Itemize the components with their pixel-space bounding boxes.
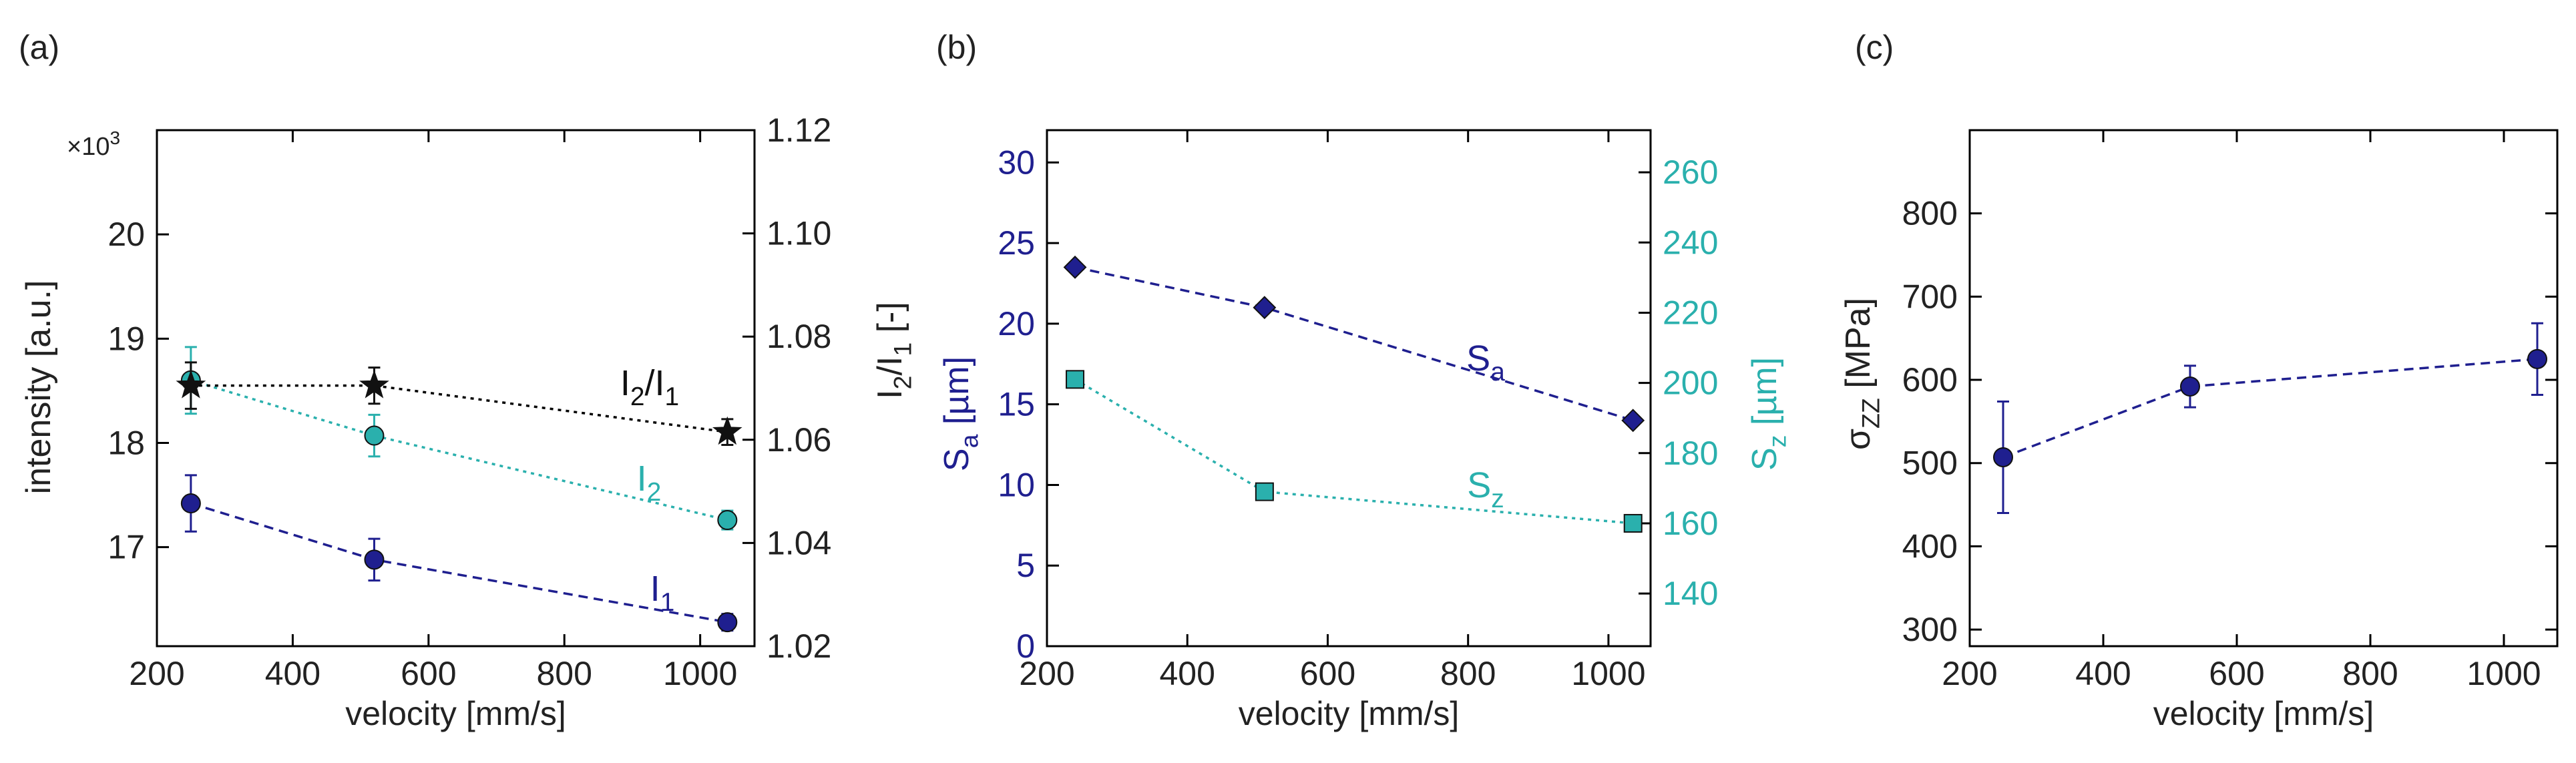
y-left-tick-label: 25 bbox=[998, 224, 1035, 262]
data-point bbox=[2527, 348, 2547, 369]
x-tick-label: 600 bbox=[401, 655, 456, 692]
y-left-tick-label: 19 bbox=[108, 320, 145, 357]
x-tick-label: 600 bbox=[2209, 655, 2264, 692]
panel-label: (b) bbox=[936, 29, 977, 66]
data-point bbox=[1063, 255, 1087, 279]
series-label: I2/I1 bbox=[620, 363, 679, 411]
x-axis-title: velocity [mm/s] bbox=[1239, 695, 1460, 732]
series-line bbox=[1074, 266, 1634, 422]
plot-frame bbox=[156, 129, 756, 648]
data-point bbox=[1253, 296, 1277, 320]
data-point bbox=[364, 425, 385, 446]
y-left-axis-title: σZZ [MPa] bbox=[1839, 298, 1885, 450]
y-right-axis-title: Sz [µm] bbox=[1745, 357, 1791, 471]
x-tick-label: 800 bbox=[537, 655, 592, 692]
series-line bbox=[190, 379, 728, 521]
data-point bbox=[717, 612, 738, 633]
x-tick-label: 200 bbox=[129, 655, 184, 692]
y-right-tick-label: 260 bbox=[1663, 154, 1718, 191]
y-left-tick-label: 800 bbox=[1902, 195, 1958, 232]
panel-c: (c) 200 400 600 800 1000 velocity [mm/s] 300 400… bbox=[1839, 29, 2559, 732]
data-point bbox=[364, 549, 385, 570]
y-multiplier-label: ×103 bbox=[67, 128, 120, 161]
data-point bbox=[1623, 513, 1643, 533]
series-3 bbox=[176, 361, 742, 447]
x-tick-label: 600 bbox=[1300, 655, 1355, 692]
series-label: I1 bbox=[650, 569, 675, 617]
x-tick-label: 400 bbox=[2075, 655, 2131, 692]
data-point bbox=[717, 510, 738, 531]
panel-label: (c) bbox=[1855, 29, 1894, 66]
y-right-tick-label: 220 bbox=[1663, 294, 1718, 331]
data-point bbox=[176, 370, 206, 399]
data-point bbox=[1621, 409, 1645, 433]
data-point bbox=[1993, 447, 2013, 467]
series-1 bbox=[1063, 255, 1645, 433]
x-tick-label: 1000 bbox=[2466, 655, 2541, 692]
y-left-tick-label: 700 bbox=[1902, 278, 1958, 315]
y-left-tick-label: 18 bbox=[108, 424, 145, 461]
y-left-tick-label: 17 bbox=[108, 529, 145, 566]
y-right-tick-label: 1.04 bbox=[767, 524, 831, 561]
x-tick-label: 200 bbox=[1942, 655, 1997, 692]
data-point bbox=[712, 416, 742, 445]
plot-frame bbox=[1046, 129, 1652, 648]
data-point bbox=[359, 370, 389, 399]
data-point bbox=[2180, 376, 2200, 397]
y-left-tick-label: 300 bbox=[1902, 611, 1958, 648]
x-tick-label: 200 bbox=[1019, 655, 1074, 692]
series-label: Sa bbox=[1466, 338, 1505, 387]
plot-frame bbox=[1968, 129, 2559, 648]
y-left-tick-label: 15 bbox=[998, 386, 1035, 423]
y-left-tick-label: 30 bbox=[998, 144, 1035, 181]
y-left-tick-label: 600 bbox=[1902, 361, 1958, 399]
x-tick-label: 800 bbox=[1440, 655, 1496, 692]
data-point bbox=[180, 493, 201, 514]
y-right-tick-label: 1.10 bbox=[767, 215, 831, 252]
panel-a: (a) 200 400 600 800 1000 velocity [mm/s] 17 18 19… bbox=[19, 29, 917, 732]
y-right-tick-label: 180 bbox=[1663, 435, 1718, 472]
y-left-axis-title: Sa [µm] bbox=[937, 356, 984, 471]
x-axis-title: velocity [mm/s] bbox=[2153, 695, 2374, 732]
series-line bbox=[1074, 378, 1633, 525]
y-right-tick-label: 1.08 bbox=[767, 318, 831, 355]
y-left-tick-label: 20 bbox=[998, 305, 1035, 342]
data-point bbox=[1255, 482, 1274, 501]
x-axis-title: velocity [mm/s] bbox=[345, 695, 566, 732]
y-right-tick-label: 1.02 bbox=[767, 627, 831, 665]
series-1 bbox=[1993, 322, 2547, 515]
x-tick-label: 1000 bbox=[663, 655, 737, 692]
y-left-tick-label: 400 bbox=[1902, 527, 1958, 565]
y-left-axis-title: intensity [a.u.] bbox=[19, 280, 58, 495]
y-right-axis-title: I2/I1 [-] bbox=[871, 302, 917, 399]
x-tick-label: 1000 bbox=[1571, 655, 1645, 692]
series-line bbox=[2002, 358, 2538, 459]
x-tick-label: 400 bbox=[1160, 655, 1215, 692]
y-right-tick-label: 240 bbox=[1663, 224, 1718, 261]
y-left-tick-label: 5 bbox=[1016, 547, 1035, 584]
y-right-tick-label: 1.12 bbox=[767, 111, 831, 149]
y-left-tick-label: 500 bbox=[1902, 445, 1958, 482]
x-tick-label: 800 bbox=[2342, 655, 2398, 692]
series-1 bbox=[180, 474, 738, 633]
x-tick-label: 400 bbox=[265, 655, 320, 692]
panel-b: (b) 200 400 600 800 1000 velocity [mm/s] 0 5 10 15… bbox=[936, 29, 1791, 732]
series-2 bbox=[1066, 370, 1643, 533]
series-line bbox=[190, 502, 728, 623]
data-point bbox=[1066, 370, 1085, 389]
series-label: I2 bbox=[637, 459, 662, 507]
y-right-tick-label: 140 bbox=[1663, 575, 1718, 612]
series-label: Sz bbox=[1467, 465, 1504, 513]
panel-label: (a) bbox=[19, 29, 59, 66]
y-right-tick-label: 160 bbox=[1663, 505, 1718, 542]
y-right-tick-label: 1.06 bbox=[767, 421, 831, 459]
y-left-tick-label: 10 bbox=[998, 466, 1035, 503]
y-left-tick-label: 0 bbox=[1016, 627, 1035, 665]
y-left-tick-label: 20 bbox=[108, 216, 145, 253]
y-right-tick-label: 200 bbox=[1663, 364, 1718, 402]
